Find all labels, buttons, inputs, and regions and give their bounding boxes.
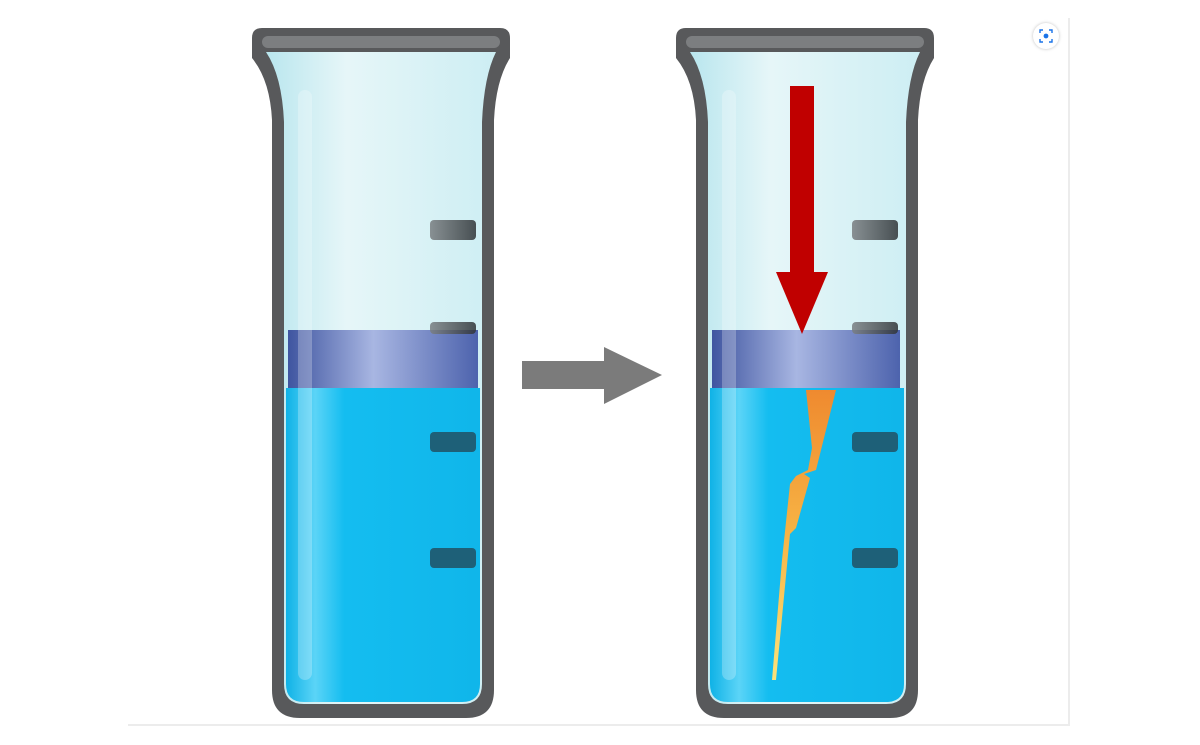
left-tube-liquid xyxy=(286,388,480,702)
right-tube-highlight xyxy=(722,90,736,680)
left-tube-highlight xyxy=(298,90,312,680)
left-tube-graduation-marks xyxy=(430,220,476,568)
left-test-tube xyxy=(252,28,510,718)
right-tick-1 xyxy=(852,220,898,240)
left-tube-rim xyxy=(262,36,500,48)
right-tick-2 xyxy=(852,322,898,334)
transition-arrow-shaft xyxy=(522,361,610,389)
visual-search-button[interactable] xyxy=(1033,23,1059,49)
right-tick-3 xyxy=(852,432,898,452)
left-tick-4 xyxy=(430,548,476,568)
left-tick-1 xyxy=(430,220,476,240)
transition-arrow xyxy=(522,347,662,404)
right-test-tube xyxy=(676,28,934,718)
right-tube-layer xyxy=(712,330,900,388)
right-tick-4 xyxy=(852,548,898,568)
force-arrow-head xyxy=(776,272,828,334)
right-tube-rim xyxy=(686,36,924,48)
right-tube-liquid xyxy=(710,388,904,702)
force-arrow xyxy=(776,86,828,334)
force-arrow-shaft xyxy=(790,86,814,276)
left-tick-3 xyxy=(430,432,476,452)
left-tick-2 xyxy=(430,322,476,334)
crack-shape xyxy=(772,390,836,680)
left-tube-layer xyxy=(288,330,478,388)
visual-search-icon xyxy=(1039,29,1053,43)
right-tube-graduation-marks xyxy=(852,220,898,568)
transition-arrow-head xyxy=(604,347,662,404)
